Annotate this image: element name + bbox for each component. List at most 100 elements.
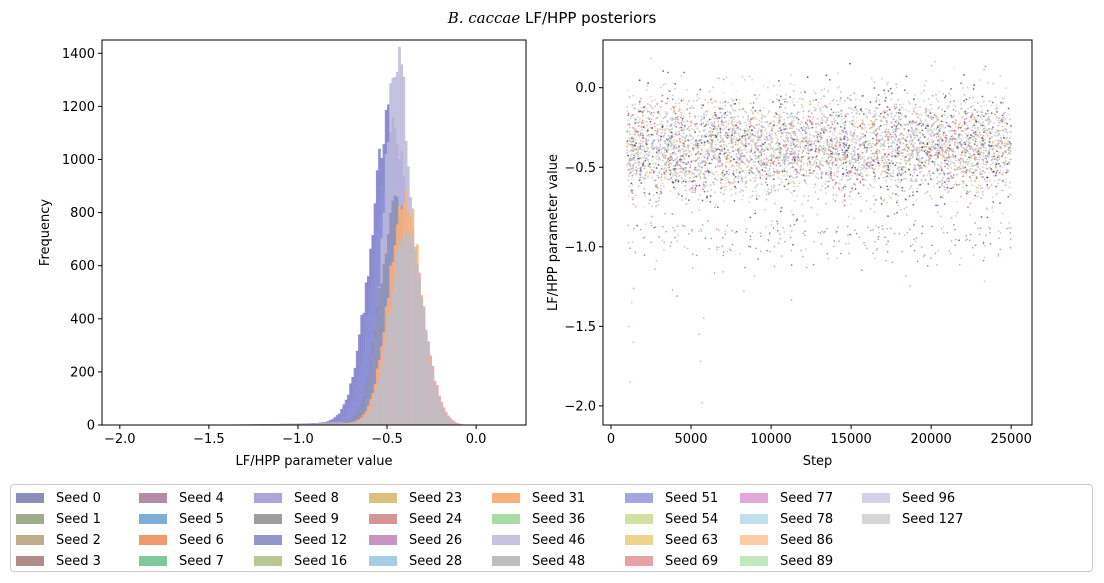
trace-point — [990, 144, 993, 147]
trace-point — [957, 168, 960, 171]
trace-point — [965, 121, 968, 124]
trace-point — [996, 169, 999, 172]
trace-point — [721, 165, 724, 168]
trace-point — [776, 220, 778, 223]
trace-point — [974, 164, 977, 167]
trace-point — [672, 153, 675, 156]
trace-point — [839, 96, 842, 99]
trace-point — [795, 138, 797, 141]
trace-point — [814, 92, 817, 95]
trace-point — [1009, 193, 1012, 196]
trace-point — [755, 97, 758, 100]
trace-point — [708, 118, 711, 121]
trace-point — [886, 185, 889, 188]
trace-point — [872, 164, 875, 166]
trace-point — [676, 197, 678, 200]
trace-point — [835, 111, 837, 114]
histogram-bar — [346, 420, 350, 425]
trace-point — [882, 176, 885, 179]
trace-point — [706, 158, 709, 161]
trace-point — [948, 147, 951, 150]
trace-point — [1002, 180, 1005, 183]
trace-point — [631, 169, 634, 172]
trace-point — [806, 162, 809, 164]
trace-point — [876, 155, 879, 158]
trace-point — [1009, 144, 1012, 147]
trace-point — [821, 112, 823, 115]
trace-point — [859, 169, 862, 171]
trace-point — [907, 110, 910, 113]
trace-point — [826, 117, 829, 119]
trace-point — [751, 190, 754, 193]
trace-point — [1001, 141, 1004, 144]
trace-point — [878, 177, 880, 180]
trace-point — [989, 120, 992, 123]
trace-point — [996, 156, 999, 159]
trace-point — [908, 195, 911, 197]
trace-point — [858, 145, 861, 148]
trace-point — [965, 128, 968, 131]
trace-point — [737, 159, 740, 161]
trace-point — [936, 211, 939, 214]
trace-point — [657, 176, 660, 179]
trace-point — [975, 119, 977, 122]
trace-point — [626, 146, 629, 149]
trace-point — [948, 137, 951, 140]
trace-point — [724, 134, 727, 137]
trace-point — [721, 124, 724, 127]
trace-point — [646, 131, 648, 133]
trace-point — [657, 163, 660, 166]
trace-point — [727, 173, 730, 176]
trace-point — [649, 123, 652, 126]
trace-point — [1008, 161, 1011, 164]
trace-point — [843, 146, 846, 149]
trace-point — [779, 103, 782, 105]
trace-point — [912, 194, 914, 197]
trace-point — [721, 138, 724, 141]
trace-point — [912, 203, 915, 206]
histogram-bar — [429, 362, 432, 425]
trace-point — [842, 128, 845, 130]
trace-point — [1001, 153, 1004, 156]
trace-point — [703, 136, 706, 138]
trace-point — [886, 175, 889, 178]
trace-point — [655, 117, 658, 120]
trace-point — [711, 145, 713, 148]
trace-point — [674, 102, 677, 105]
trace-point — [763, 126, 765, 129]
trace-point — [878, 125, 881, 128]
trace-point — [643, 109, 645, 112]
trace-point — [627, 162, 629, 165]
histogram-bar — [373, 393, 377, 425]
trace-point — [719, 111, 722, 114]
trace-point — [770, 140, 773, 143]
trace-point — [991, 195, 994, 198]
trace-point — [771, 125, 774, 128]
histogram-bar — [358, 420, 361, 425]
trace-point — [979, 148, 982, 151]
trace-point — [742, 143, 744, 146]
trace-point — [710, 118, 713, 121]
trace-point — [894, 149, 897, 152]
trace-point — [711, 158, 714, 161]
trace-point — [880, 173, 882, 176]
trace-point — [755, 124, 757, 126]
trace-point — [1003, 162, 1006, 165]
trace-point — [824, 149, 826, 152]
trace-point — [790, 166, 793, 169]
trace-point — [836, 139, 839, 142]
trace-point — [776, 98, 779, 100]
trace-point — [757, 161, 760, 163]
y-axis-label: Frequency — [38, 199, 53, 266]
trace-point — [853, 92, 856, 95]
trace-point — [816, 165, 819, 167]
trace-point — [716, 164, 719, 167]
trace-point — [823, 88, 826, 90]
trace-point — [860, 195, 862, 198]
trace-point — [667, 164, 670, 166]
trace-point — [941, 144, 943, 147]
histogram-frame — [101, 39, 527, 426]
trace-point — [667, 167, 670, 169]
trace-point — [670, 140, 673, 143]
